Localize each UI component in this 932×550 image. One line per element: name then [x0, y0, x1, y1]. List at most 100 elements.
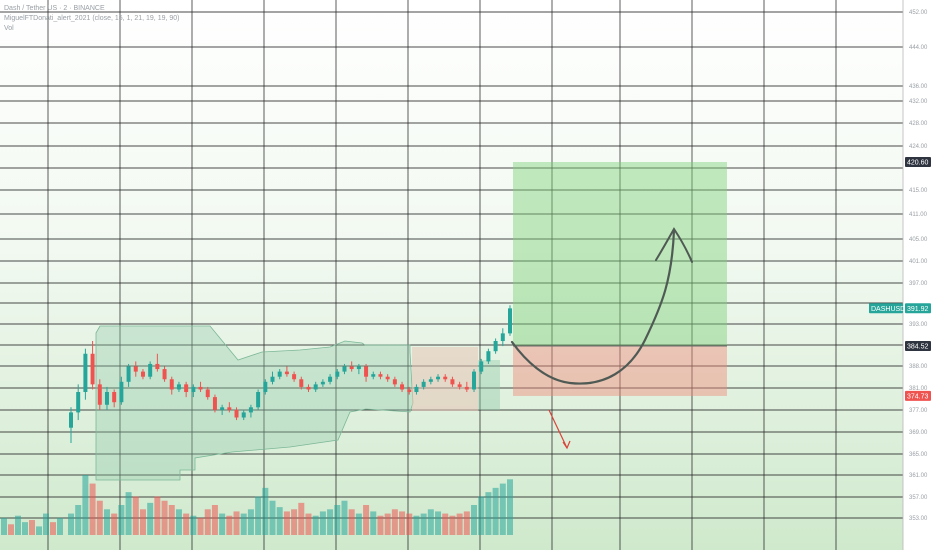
volume-bar	[492, 487, 499, 535]
volume-bar	[399, 511, 406, 535]
candle-body	[212, 397, 217, 410]
indicator-box-green	[478, 360, 500, 410]
volume-bar	[240, 513, 247, 535]
candle-body	[385, 376, 390, 380]
price-tag-box	[869, 303, 903, 314]
candle-body	[284, 371, 289, 375]
hand-drawn-annotations	[510, 227, 693, 450]
y-tick-label: 428.00	[909, 121, 928, 127]
candle-body	[450, 379, 455, 385]
y-tick-label: 444.00	[909, 45, 928, 51]
volume-bar	[262, 487, 269, 535]
volume-bar	[1, 517, 7, 535]
candle-body	[104, 392, 109, 405]
volume-bar	[161, 500, 168, 535]
y-tick-label: 381.00	[909, 386, 928, 392]
volume-bar	[312, 515, 319, 535]
y-tick-label: 388.00	[909, 364, 928, 370]
candle-body	[97, 384, 102, 405]
candle-body	[306, 386, 311, 390]
volume-bar	[75, 505, 82, 535]
volume-title[interactable]: Vol	[4, 25, 14, 32]
candle-body	[320, 381, 325, 385]
candlesticks	[69, 305, 512, 444]
candle-body	[328, 376, 333, 382]
volume-bar	[319, 511, 326, 535]
volume-bar	[507, 479, 513, 535]
volume-bar	[435, 511, 442, 535]
volume-bar	[15, 515, 21, 535]
volume-bar	[103, 509, 110, 535]
candle-body	[126, 366, 131, 382]
candle-body	[184, 384, 189, 393]
volume-bar	[89, 483, 96, 535]
volume-bar	[363, 505, 370, 535]
volume-bar	[283, 511, 290, 535]
candle-body	[371, 374, 376, 377]
volume-bar	[111, 513, 118, 535]
price-tag-label: 391.92	[907, 306, 929, 313]
y-tick-label: 415.00	[909, 188, 928, 194]
volume-bar	[442, 513, 449, 535]
volume-bar	[204, 509, 211, 535]
y-tick-label: 405.00	[909, 237, 928, 243]
candle-body	[335, 371, 340, 377]
volume-bar	[226, 515, 233, 535]
candle-body	[198, 386, 203, 390]
symbol-title[interactable]: Dash / Tether US · 2 · BINANCE	[4, 5, 105, 12]
volume-bar	[82, 475, 89, 535]
candle-body	[176, 384, 181, 390]
indicator-title[interactable]: MiguelFTDonati_alert_2021 (close, 15, 1,…	[4, 15, 180, 22]
candle-body	[457, 384, 462, 387]
volume-bar	[463, 511, 470, 535]
candle-body	[464, 386, 469, 390]
drawn-arrow-head	[655, 227, 693, 263]
y-tick-label: 361.00	[909, 473, 928, 479]
candle-body	[508, 308, 512, 334]
volume-bars	[1, 475, 513, 535]
y-tick-label: 369.00	[909, 430, 928, 436]
price-tag-label: 384.52	[907, 344, 929, 351]
price-tag-label: 374.73	[907, 393, 929, 400]
candle-body	[378, 374, 383, 377]
volume-bar	[427, 509, 434, 535]
volume-bar	[384, 513, 391, 535]
candle-body	[421, 381, 426, 387]
axis-background	[903, 0, 932, 550]
volume-bar	[255, 496, 262, 535]
y-tick-label: 432.00	[909, 99, 928, 105]
target-zone	[513, 162, 727, 347]
candle-body	[500, 333, 505, 342]
volume-bar	[485, 492, 492, 535]
volume-bar	[50, 522, 56, 535]
volume-bar	[327, 509, 334, 535]
volume-bar	[406, 513, 413, 535]
candle-body	[133, 366, 138, 372]
candle-body	[169, 379, 174, 390]
long-position-tool[interactable]	[513, 162, 727, 396]
candle-body	[277, 371, 282, 377]
volume-bar	[190, 515, 197, 535]
candle-body	[148, 363, 153, 377]
candle-body	[400, 384, 405, 390]
volume-bar	[36, 526, 42, 535]
volume-bar	[22, 522, 28, 535]
volume-bar	[125, 492, 132, 535]
volume-bar	[348, 509, 355, 535]
candle-body	[486, 351, 491, 362]
y-tick-label: 393.00	[909, 322, 928, 328]
candle-body	[112, 392, 117, 403]
y-tick-label: 357.00	[909, 495, 928, 501]
volume-bar	[334, 505, 341, 535]
candle-body	[155, 363, 160, 370]
candle-body	[205, 389, 210, 398]
candle-body	[119, 381, 124, 403]
indicator-zones	[95, 325, 500, 481]
candle-body	[90, 353, 95, 385]
volume-bar	[276, 507, 283, 535]
volume-bar	[175, 509, 182, 535]
price-axis[interactable]: 452.00 444.00 436.00 432.00 428.00 424.00 415.…	[902, 0, 932, 550]
volume-bar	[43, 513, 49, 535]
candle-body	[342, 366, 347, 372]
